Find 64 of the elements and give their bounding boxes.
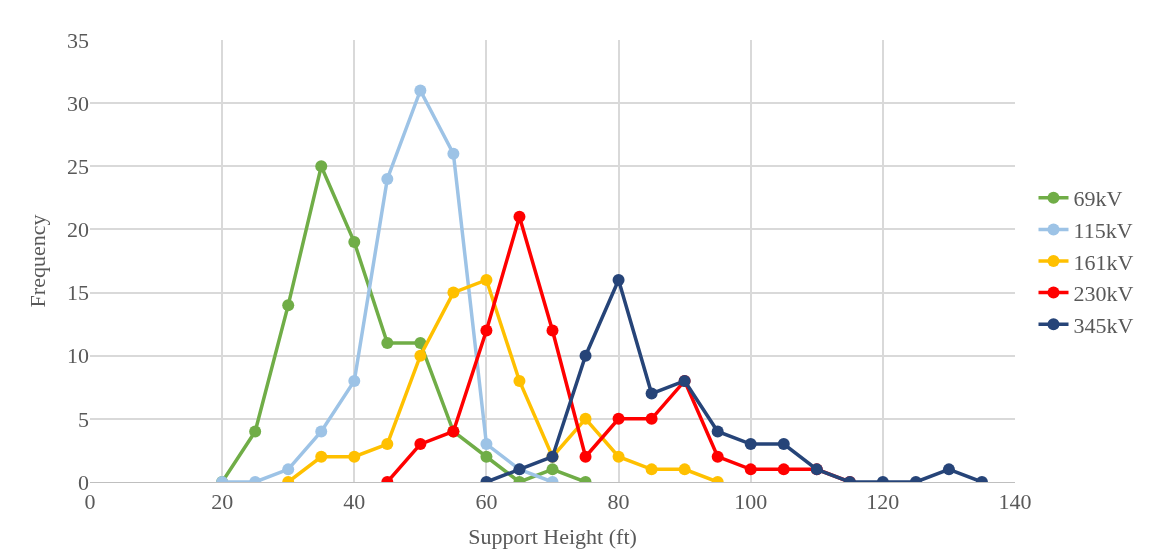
point — [348, 236, 361, 249]
point — [480, 324, 493, 337]
y-tick-label: 25 — [67, 153, 89, 179]
point — [612, 412, 625, 425]
point — [381, 438, 394, 451]
x-tick-label: 40 — [343, 489, 366, 515]
y-tick-label: 5 — [78, 406, 89, 432]
point — [744, 463, 757, 476]
x-tick-label: 60 — [475, 489, 498, 515]
legend-label: 161kV — [1073, 249, 1134, 275]
point — [348, 374, 361, 387]
point — [579, 450, 592, 463]
x-tick-label: 20 — [211, 489, 234, 515]
point — [645, 463, 658, 476]
point — [381, 172, 394, 185]
point — [942, 463, 955, 476]
x-tick-label: 120 — [866, 489, 900, 515]
point — [381, 337, 394, 350]
point — [513, 374, 526, 387]
legend-label: 345kV — [1073, 312, 1134, 338]
point — [777, 463, 790, 476]
y-tick-label: 15 — [67, 280, 89, 306]
y-tick-label: 20 — [67, 217, 89, 243]
legend-label: 230kV — [1073, 281, 1134, 307]
point — [513, 210, 526, 223]
x-axis-title: Support Height (ft) — [468, 524, 637, 550]
point — [546, 324, 559, 337]
point — [480, 438, 493, 451]
point — [249, 425, 262, 438]
point — [315, 160, 328, 173]
legend-label: 69kV — [1073, 186, 1123, 212]
point — [777, 438, 790, 451]
point — [282, 463, 295, 476]
point — [612, 273, 625, 286]
point — [711, 450, 724, 463]
point — [645, 412, 658, 425]
point — [579, 412, 592, 425]
point — [414, 438, 427, 451]
y-tick-label: 30 — [67, 90, 89, 116]
point — [579, 349, 592, 362]
point — [348, 450, 361, 463]
point — [315, 425, 328, 438]
point — [480, 273, 493, 286]
point — [546, 463, 559, 476]
point — [711, 425, 724, 438]
point — [414, 84, 427, 97]
point — [645, 387, 658, 400]
y-tick-label: 0 — [78, 469, 89, 495]
x-tick-label: 80 — [607, 489, 630, 515]
x-tick-label: 100 — [734, 489, 768, 515]
point — [447, 286, 460, 299]
point — [480, 450, 493, 463]
legend-label: 115kV — [1073, 217, 1133, 243]
point — [414, 349, 427, 362]
point — [612, 450, 625, 463]
point — [315, 450, 328, 463]
y-tick-label: 10 — [67, 343, 89, 369]
point — [282, 299, 295, 312]
point — [447, 147, 460, 160]
point — [678, 463, 691, 476]
y-tick-label: 35 — [67, 27, 89, 53]
y-axis-title: Frequency — [24, 214, 50, 308]
point — [744, 438, 757, 451]
x-tick-label: 140 — [998, 489, 1032, 515]
